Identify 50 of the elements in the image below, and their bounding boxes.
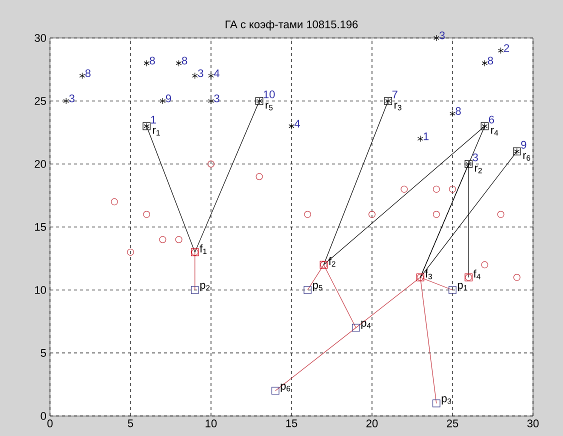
annotation: r$_{6}$ [523, 153, 530, 161]
x-tick-label: 20 [366, 420, 378, 428]
annotation: 3 [440, 32, 445, 40]
x-tick-label: 30 [527, 420, 539, 428]
annotation: p$_{3}$ [442, 396, 452, 404]
annotation: r$_{3}$ [394, 102, 402, 110]
annotation: r$_{2}$ [475, 166, 482, 174]
y-tick-label: 15 [35, 223, 46, 231]
annotation: 1 [151, 116, 156, 124]
annotation: 3 [472, 154, 478, 162]
annotation: p$_{2}$ [200, 282, 210, 292]
y-tick-label: 30 [34, 34, 46, 42]
annotation: 8 [182, 56, 188, 64]
x-tick-label: 0 [47, 420, 53, 428]
annotation: 9 [521, 140, 526, 149]
annotation: 2 [504, 44, 510, 52]
annotation: 8 [488, 56, 494, 64]
annotation: r$_{5}$ [266, 102, 273, 110]
annotation: 9 [166, 94, 171, 102]
annotation: 1 [424, 132, 429, 140]
annotation: f$_{3}$ [425, 270, 432, 280]
annotation: 4 [294, 120, 300, 128]
annotation: 8 [456, 107, 461, 115]
annotation: 8 [85, 69, 91, 78]
annotation: 3 [69, 94, 74, 102]
annotation: 3 [214, 94, 220, 102]
annotation: 8 [150, 56, 155, 64]
annotation: 7 [392, 90, 398, 98]
annotation: 6 [488, 116, 494, 124]
annotation: 3 [198, 69, 204, 78]
y-tick-label: 10 [35, 286, 46, 294]
annotation: 4 [214, 70, 220, 78]
y-tick-label: 5 [40, 349, 46, 357]
annotation: p$_{4}$ [361, 320, 371, 329]
y-tick-label: 20 [34, 160, 46, 168]
chart-title: ГА с коэф-тами 10815.196 [226, 20, 358, 30]
x-tick-label: 5 [128, 420, 134, 428]
y-tick-label: 0 [40, 412, 46, 420]
annotation: r$_{1}$ [153, 128, 160, 136]
x-tick-label: 25 [446, 420, 458, 428]
y-tick-label: 25 [34, 97, 46, 105]
annotation: 10 [264, 90, 275, 98]
annotation: r$_{4}$ [491, 128, 498, 136]
annotation: f$_{1}$ [200, 244, 207, 254]
x-tick-label: 15 [286, 420, 298, 428]
annotation: p$_{6}$ [280, 384, 290, 392]
annotation: p$_{5}$ [313, 282, 322, 292]
annotation: f$_{4}$ [473, 270, 480, 280]
x-tick-label: 10 [206, 420, 217, 428]
annotation: p$_{1}$ [458, 282, 468, 292]
